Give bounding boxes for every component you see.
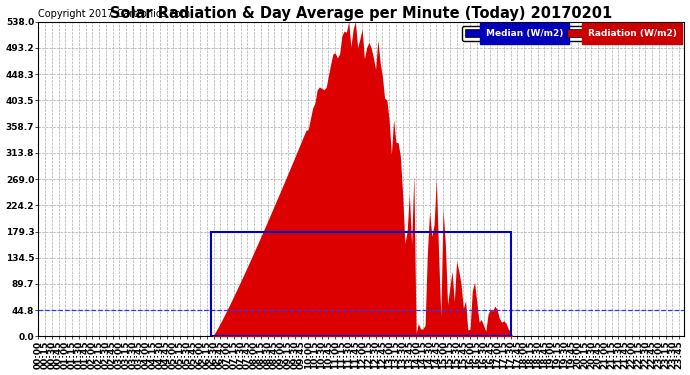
Legend: Median (W/m2), Radiation (W/m2): Median (W/m2), Radiation (W/m2) — [462, 26, 679, 41]
Text: Copyright 2017 Cartronics.com: Copyright 2017 Cartronics.com — [39, 9, 190, 19]
Title: Solar Radiation & Day Average per Minute (Today) 20170201: Solar Radiation & Day Average per Minute… — [110, 6, 612, 21]
Bar — [211, 231, 511, 336]
